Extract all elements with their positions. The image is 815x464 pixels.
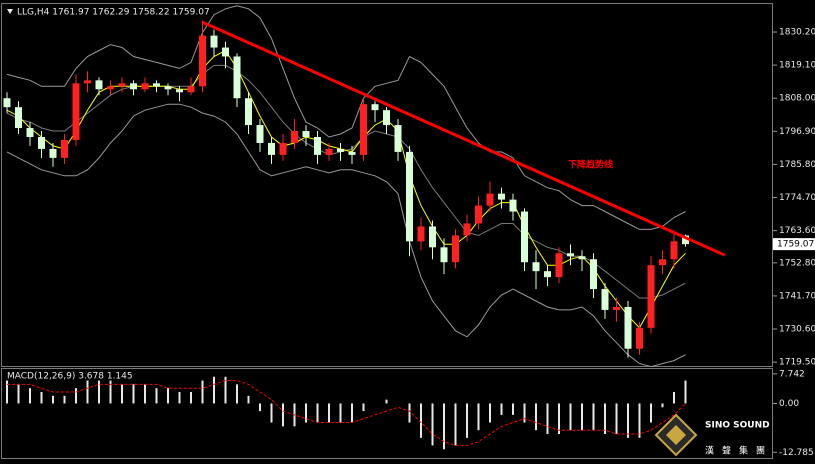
candle-body <box>475 205 482 224</box>
candle-body <box>26 128 34 137</box>
candle-body <box>590 259 597 290</box>
indicator-line <box>6 103 686 368</box>
candle-body <box>417 226 425 242</box>
candle-body <box>647 265 655 328</box>
y-tick-label: 1774.70 <box>779 193 815 203</box>
price-label: 1759.07 <box>777 240 814 250</box>
trend-line <box>201 20 726 257</box>
candle-body <box>532 262 540 272</box>
candle-body <box>15 107 22 129</box>
y-tick-label: 1785.80 <box>779 160 815 170</box>
main-panel <box>1 3 773 367</box>
y-tick-label: 1763.60 <box>779 226 815 236</box>
candle-body <box>521 211 528 263</box>
macd-y-tick-label: 7.742 <box>779 369 805 379</box>
candle-body <box>118 83 126 87</box>
candle-body <box>210 35 218 48</box>
candle-body <box>268 142 275 155</box>
candle-body <box>371 104 379 111</box>
indicator-line <box>6 5 686 230</box>
candle-body <box>3 98 11 108</box>
macd-title: MACD(12,26,9) 3.678 1.145 <box>7 372 133 382</box>
candle-body <box>337 148 344 152</box>
candle-body <box>394 125 402 152</box>
candle-body <box>452 235 459 263</box>
logo-subtitle: 漢聲集團 <box>705 445 773 457</box>
candle-body <box>130 83 137 90</box>
macd-y-tick-label: 0.00 <box>779 399 799 409</box>
macd-y-tick-label: -12.785 <box>779 448 814 458</box>
y-tick-label: 1752.80 <box>779 258 815 268</box>
candle-body <box>406 151 413 242</box>
candle-body <box>141 83 149 90</box>
y-tick-label: 1808.00 <box>779 94 815 104</box>
candle-body <box>222 47 229 57</box>
candle-body <box>555 253 563 278</box>
candle-body <box>498 193 505 200</box>
candle-body <box>348 151 356 155</box>
candle-body <box>636 327 643 349</box>
candle-body <box>61 139 68 158</box>
candle-body <box>245 98 252 126</box>
y-tick-label: 1719.50 <box>779 358 815 368</box>
logo-name: SINO SOUND <box>705 421 770 431</box>
candle-body <box>429 226 436 248</box>
price-box <box>773 238 815 251</box>
menu-arrow <box>7 9 13 14</box>
candle-body <box>256 125 264 143</box>
chart-title: LLG,H4 1761.97 1762.29 1758.22 1759.07 <box>17 8 210 18</box>
candle-body <box>325 148 333 155</box>
candle-body <box>670 241 678 260</box>
candle-body <box>578 256 586 260</box>
indicator-line <box>6 49 686 329</box>
candle-body <box>486 193 494 206</box>
candle-body <box>49 148 57 158</box>
candle-body <box>84 80 91 84</box>
y-tick-label: 1830.20 <box>779 28 815 38</box>
candle-body <box>544 271 551 278</box>
candle-body <box>509 199 517 212</box>
candle-body <box>659 259 666 266</box>
macd-signal <box>7 380 686 446</box>
candle-body <box>291 131 298 143</box>
candle-body <box>601 289 609 310</box>
candle-body <box>107 86 114 90</box>
macd-panel <box>1 368 773 459</box>
candle-body <box>613 306 620 310</box>
candle-body <box>187 86 195 93</box>
logo-icon-inner <box>666 425 686 445</box>
candle-body <box>72 83 80 140</box>
y-tick-label: 1730.60 <box>779 325 815 335</box>
y-tick-label: 1796.90 <box>779 127 815 137</box>
candle-body <box>463 223 471 236</box>
candle-body <box>164 86 172 90</box>
candle-body <box>383 110 390 126</box>
y-tick-label: 1741.70 <box>779 291 815 301</box>
candle-body <box>624 306 632 349</box>
candle-body <box>38 136 45 149</box>
candle-body <box>153 83 160 87</box>
candle-body <box>176 89 183 93</box>
candle-body <box>314 136 321 155</box>
candle-body <box>360 104 367 155</box>
annotation: 下降趋势线 <box>568 159 613 171</box>
y-tick-label: 1819.10 <box>779 61 815 71</box>
candle-body <box>279 142 287 155</box>
candle-body <box>199 35 206 87</box>
candle-body <box>233 56 241 99</box>
candle-body <box>567 253 574 257</box>
logo: SINO SOUND 漢聲集團 <box>654 413 773 457</box>
candle-body <box>440 247 448 263</box>
candle-body <box>682 235 689 245</box>
candle-body <box>95 80 103 90</box>
candle-body <box>302 131 310 137</box>
